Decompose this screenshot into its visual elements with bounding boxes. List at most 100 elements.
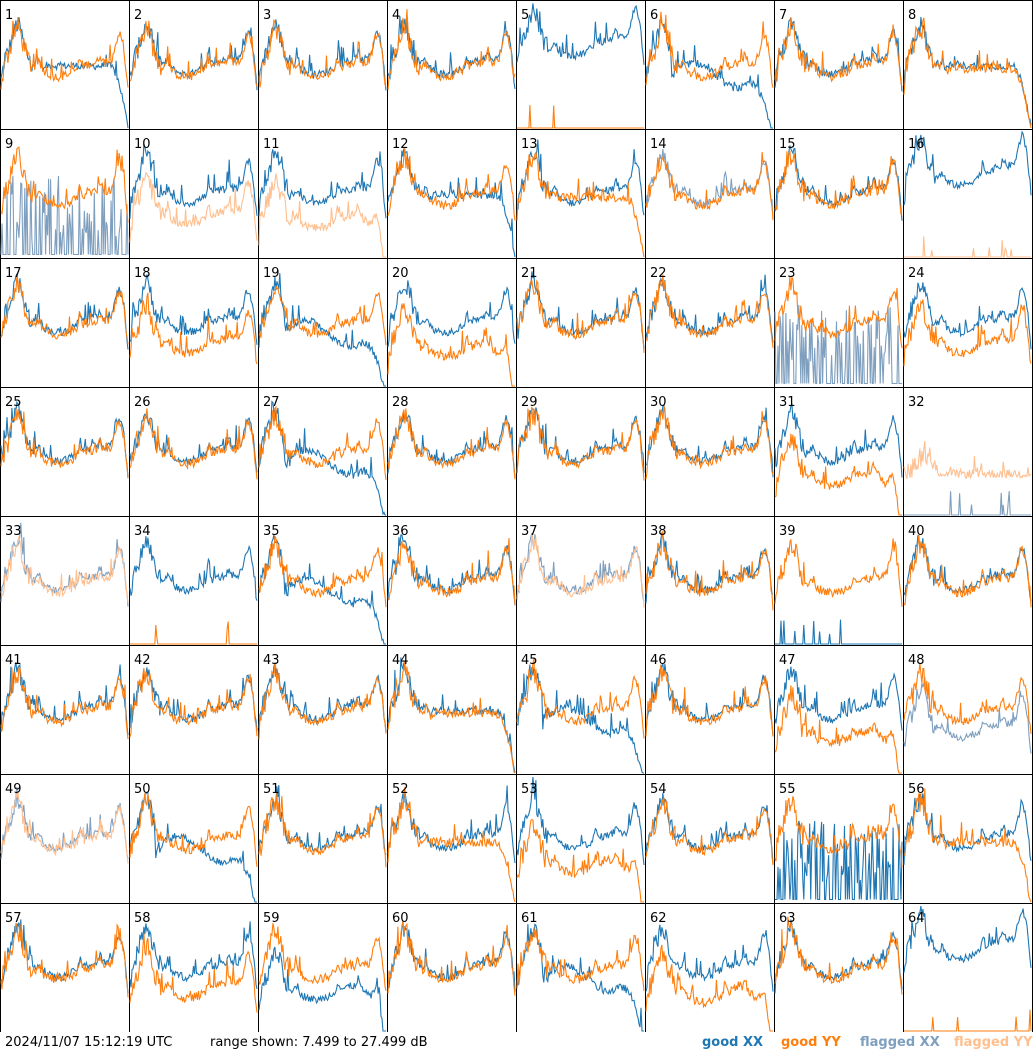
xx-trace: [387, 785, 516, 864]
panel-label: 43: [263, 653, 280, 668]
panel-label: 9: [5, 137, 13, 152]
xx-trace: [516, 3, 645, 65]
xx-trace: [516, 664, 644, 774]
panel-20: 20: [387, 258, 517, 388]
panel-49: 49: [0, 774, 130, 904]
panel-4: 4: [387, 0, 517, 130]
yy-trace: [516, 406, 645, 481]
xx-trace: [387, 412, 516, 478]
panel-60: 60: [387, 903, 517, 1032]
panel-label: 3: [263, 8, 271, 23]
panel-34: 34: [129, 516, 259, 646]
xx-trace: [129, 413, 258, 473]
panel-label: 41: [5, 653, 22, 668]
yy-trace: [645, 944, 773, 1032]
panel-label: 12: [392, 137, 409, 152]
yy-trace: [774, 916, 903, 995]
panel-label: 10: [134, 137, 151, 152]
panel-63: 63: [774, 903, 904, 1032]
panel-54: 54: [645, 774, 775, 904]
yy-trace: [516, 151, 645, 258]
yy-trace: [387, 408, 516, 480]
panel-16: 16: [903, 129, 1033, 259]
panel-label: 18: [134, 266, 151, 281]
panel-label: 62: [650, 911, 667, 926]
panel-7: 7: [774, 0, 904, 130]
panel-label: 11: [263, 137, 280, 152]
panel-label: 25: [5, 395, 22, 410]
panel-44: 44: [387, 645, 517, 775]
panel-label: 55: [779, 782, 796, 797]
panel-label: 15: [779, 137, 796, 152]
panel-label: 39: [779, 524, 796, 539]
yy-trace: [517, 105, 644, 129]
range-shown: range shown: 7.499 to 27.499 dB: [210, 1035, 428, 1050]
panel-15: 15: [774, 129, 904, 259]
xx-trace: [516, 139, 645, 216]
panel-51: 51: [258, 774, 388, 904]
panel-6: 6: [645, 0, 775, 130]
yy-trace: [0, 791, 129, 864]
panel-label: 64: [908, 911, 925, 926]
panel-label: 53: [521, 782, 538, 797]
panel-19: 19: [258, 258, 388, 388]
panel-48: 48: [903, 645, 1033, 775]
panel-3: 3: [258, 0, 388, 130]
panel-14: 14: [645, 129, 775, 259]
panel-17: 17: [0, 258, 130, 388]
panel-52: 52: [387, 774, 517, 904]
xx-trace: [645, 403, 774, 478]
xx-trace: [516, 923, 644, 1032]
yy-trace: [903, 17, 1032, 129]
panel-27: 27: [258, 387, 388, 517]
panel-label: 13: [521, 137, 538, 152]
panel-33: 33: [0, 516, 130, 646]
panel-label: 51: [263, 782, 280, 797]
panel-label: 24: [908, 266, 925, 281]
panel-label: 60: [392, 911, 409, 926]
yy-trace: [0, 922, 129, 998]
yy-trace: [387, 537, 516, 605]
xx-trace: [258, 149, 387, 219]
panel-25: 25: [0, 387, 130, 517]
panel-64: 64: [903, 903, 1033, 1032]
panel-36: 36: [387, 516, 517, 646]
xx-trace: [129, 274, 258, 345]
panel-label: 26: [134, 395, 151, 410]
panel-label: 36: [392, 524, 409, 539]
yy-trace: [129, 793, 258, 867]
yy-trace: [516, 818, 644, 903]
yy-trace: [129, 408, 258, 480]
yy-trace: [258, 285, 387, 346]
xx-trace: [516, 407, 645, 474]
xx-trace: [129, 921, 258, 990]
yy-trace: [0, 408, 129, 478]
yy-trace: [387, 9, 516, 90]
panel-2: 2: [129, 0, 259, 130]
xx-trace: [0, 175, 129, 256]
panel-label: 30: [650, 395, 667, 410]
panel-59: 59: [258, 903, 388, 1032]
panel-label: 54: [650, 782, 667, 797]
panel-label: 46: [650, 653, 667, 668]
panel-30: 30: [645, 387, 775, 517]
yy-trace: [129, 932, 258, 1013]
yy-trace: [645, 664, 774, 737]
yy-trace: [258, 662, 387, 740]
panel-24: 24: [903, 258, 1033, 388]
xx-trace: [774, 666, 903, 731]
yy-trace: [258, 535, 387, 608]
panel-label: 49: [5, 782, 22, 797]
panel-label: 32: [908, 395, 925, 410]
yy-trace: [645, 11, 774, 88]
panel-label: 63: [779, 911, 796, 926]
panel-61: 61: [516, 903, 646, 1032]
panel-label: 23: [779, 266, 796, 281]
yy-trace: [774, 17, 903, 88]
xx-trace: [645, 792, 774, 865]
panel-1: 1: [0, 0, 130, 130]
xx-trace: [645, 924, 774, 992]
panel-label: 42: [134, 653, 151, 668]
panel-label: 1: [5, 8, 13, 23]
yy-trace: [387, 303, 515, 387]
